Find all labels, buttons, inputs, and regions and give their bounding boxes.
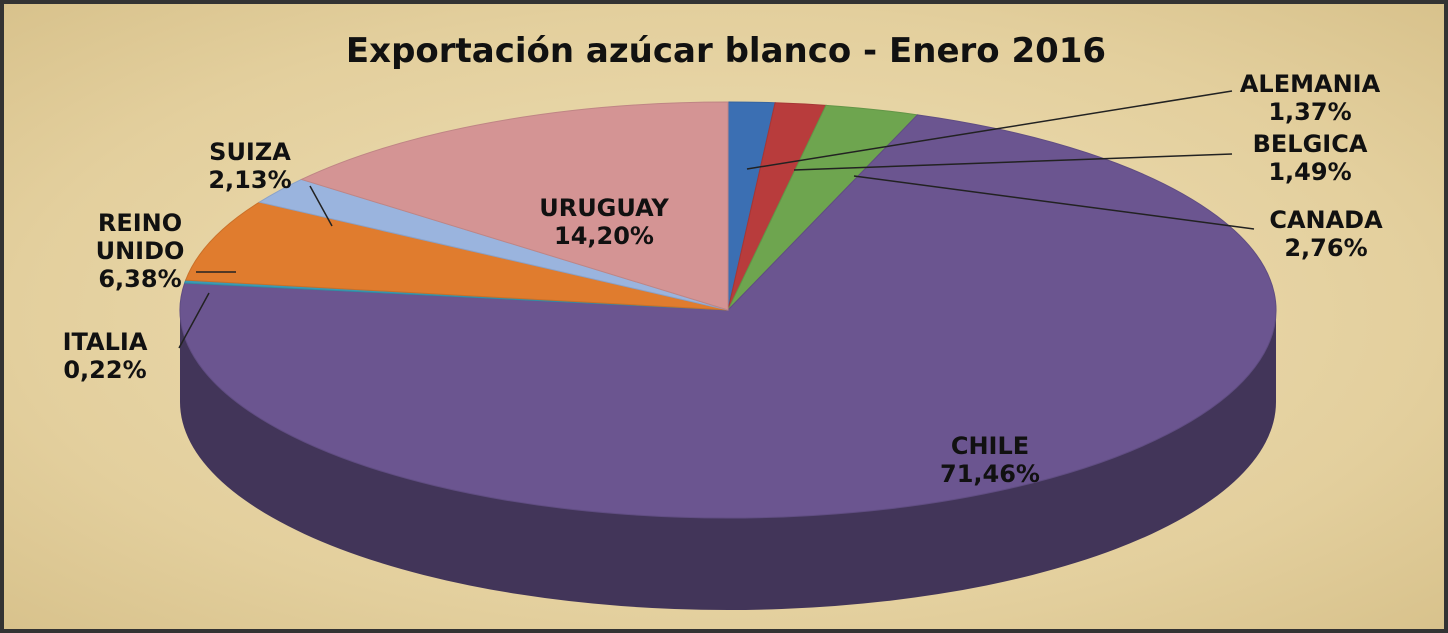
- data-label: CHILE 71,46%: [880, 432, 1100, 488]
- slice: [184, 201, 729, 311]
- leader-line: [853, 175, 1255, 230]
- data-label-name: SUIZA: [209, 138, 291, 166]
- data-label-value: 2,76%: [1284, 234, 1368, 262]
- data-label: ALEMANIA 1,37%: [1200, 70, 1420, 126]
- data-label-name: ALEMANIA: [1239, 70, 1381, 98]
- leader-line: [178, 292, 210, 349]
- slice: [179, 114, 1277, 519]
- data-label-name: URUGUAY: [539, 194, 669, 222]
- data-label: SUIZA 2,13%: [140, 138, 360, 194]
- leader-line: [793, 153, 1233, 171]
- data-label-value: 1,49%: [1268, 158, 1352, 186]
- data-label: REINO UNIDO 6,38%: [70, 209, 210, 293]
- data-label: URUGUAY 14,20%: [494, 194, 714, 250]
- data-label-value: 2,13%: [208, 166, 292, 194]
- data-label-value: 14,20%: [554, 222, 654, 250]
- slice: [300, 101, 729, 311]
- data-label: BELGICA 1,49%: [1200, 130, 1420, 186]
- chart: Exportación azúcar blanco - Enero 2016: [178, 31, 1277, 610]
- data-label-name: REINO UNIDO: [95, 209, 185, 265]
- leader-line: [746, 90, 1233, 170]
- chart-title: Exportación azúcar blanco - Enero 2016: [346, 31, 1106, 71]
- data-label-name: ITALIA: [62, 328, 148, 356]
- data-label-name: CANADA: [1269, 206, 1383, 234]
- data-label-name: CHILE: [950, 432, 1030, 460]
- leader-line: [309, 185, 333, 227]
- data-label-value: 6,38%: [98, 265, 182, 293]
- data-label-name: BELGICA: [1252, 130, 1368, 158]
- data-label: CANADA 2,76%: [1216, 206, 1436, 262]
- data-label: ITALIA 0,22%: [0, 328, 215, 384]
- slice-side: [180, 310, 1276, 610]
- data-label-value: 1,37%: [1268, 98, 1352, 126]
- data-label-value: 71,46%: [940, 460, 1040, 488]
- data-label-value: 0,22%: [63, 356, 147, 384]
